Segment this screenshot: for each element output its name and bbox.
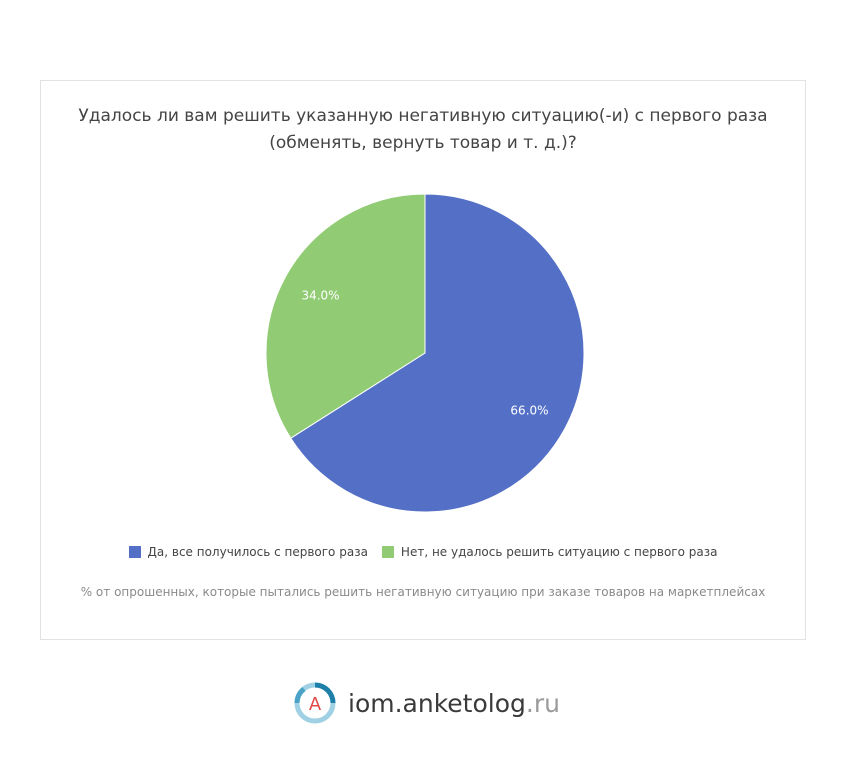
legend-item-yes[interactable]: Да, все получилось с первого раза — [128, 545, 368, 559]
chart-card: Удалось ли вам решить указанную негативн… — [40, 80, 806, 640]
chart-legend: Да, все получилось с первого раза Нет, н… — [41, 545, 805, 559]
brand-name: iom.anketolog.ru — [348, 688, 560, 718]
legend-label-no: Нет, не удалось решить ситуацию с первог… — [400, 545, 718, 559]
legend-item-no[interactable]: Нет, не удалось решить ситуацию с первог… — [381, 545, 718, 559]
chart-title: Удалось ли вам решить указанную негативн… — [78, 106, 768, 153]
pie-label-0: 66.0% — [510, 403, 548, 417]
chart-note: % от опрошенных, которые пытались решить… — [80, 585, 766, 599]
legend-label-yes: Да, все получилось с первого раза — [147, 545, 368, 559]
pie-slice-1[interactable] — [265, 193, 426, 439]
brand-tld: .ru — [525, 688, 560, 718]
logo-letter: A — [309, 694, 322, 715]
legend-swatch-yes — [128, 546, 141, 558]
pie-chart: 66.0% 34.0% — [265, 193, 585, 513]
pie-label-1: 34.0% — [301, 289, 339, 303]
pie-slice-0[interactable] — [290, 193, 585, 513]
legend-swatch-no — [381, 546, 394, 558]
brand-logo[interactable]: A iom.anketolog.ru — [292, 680, 560, 726]
anketolog-logo-icon: A — [294, 682, 336, 724]
